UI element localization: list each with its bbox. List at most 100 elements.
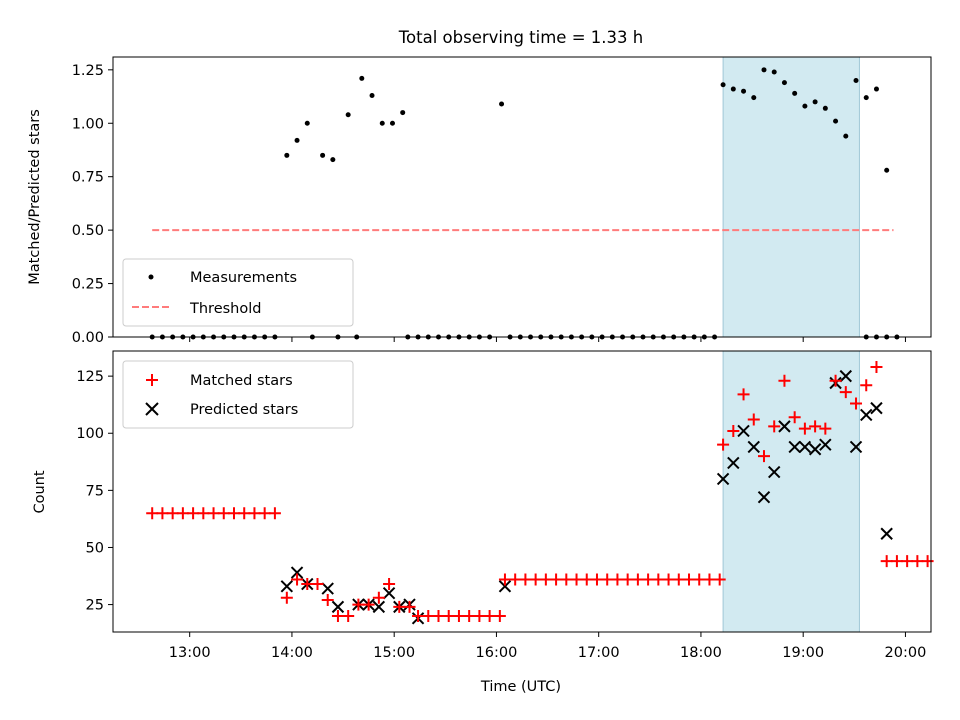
predicted-stars-point <box>778 420 791 433</box>
matched-stars-point <box>621 573 634 586</box>
legend-predicted-label: Predicted stars <box>190 402 298 418</box>
count-y-axis-label: Count <box>32 470 48 513</box>
matched-stars-point <box>901 555 914 568</box>
matched-stars-point <box>452 610 465 623</box>
measurement-point <box>812 99 818 105</box>
measurement-point <box>833 118 839 124</box>
measurement-point <box>802 103 808 109</box>
matched-stars-point <box>747 413 760 426</box>
matched-stars-point <box>321 594 334 607</box>
legend-matched-marker <box>146 374 158 386</box>
matched-stars-point <box>737 388 750 401</box>
matched-stars-point <box>890 555 903 568</box>
predicted-stars-point <box>321 582 334 595</box>
matched-stars-point <box>717 438 730 451</box>
predicted-stars-point <box>382 586 396 600</box>
measurement-point <box>741 88 747 94</box>
matched-stars-point <box>727 424 740 437</box>
x-tick-label: 17:00 <box>578 645 620 661</box>
matched-stars-point <box>798 422 811 435</box>
matched-stars-point <box>372 591 385 604</box>
ratio-y-axis-ticks: 0.00 0.25 0.50 0.75 1.00 1.25 <box>72 63 113 346</box>
predicted-stars-point <box>880 527 893 540</box>
matched-stars-point <box>850 397 863 410</box>
measurement-point <box>822 105 828 111</box>
matched-stars-point <box>432 610 445 623</box>
matched-stars-point <box>166 507 179 520</box>
measurement-point <box>771 69 777 75</box>
matched-stars-point <box>601 573 614 586</box>
predicted-stars-point <box>808 443 822 456</box>
matched-stars-point <box>590 573 603 586</box>
matched-stars-point <box>529 573 542 586</box>
matched-stars-point <box>839 386 852 399</box>
predicted-stars-point <box>737 424 750 438</box>
measurement-point <box>781 80 787 86</box>
matched-stars-point <box>519 573 532 586</box>
matched-stars-point <box>860 379 873 392</box>
predicted-stars-series <box>280 369 893 625</box>
matched-stars-point <box>611 573 624 586</box>
measurement-point <box>499 101 505 107</box>
predicted-stars-point <box>798 440 812 454</box>
measurement-point <box>761 67 767 73</box>
x-tick-label: 19:00 <box>782 645 824 661</box>
ratio-y-tick-label: 0.75 <box>72 170 104 186</box>
matched-stars-point <box>778 374 791 387</box>
matched-stars-point <box>217 507 230 520</box>
x-tick-label: 13:00 <box>169 645 211 661</box>
count-y-tick-label: 125 <box>76 369 104 385</box>
legend-measurements-label: Measurements <box>190 270 297 286</box>
matched-stars-point <box>768 420 781 433</box>
matched-stars-point <box>713 573 726 586</box>
matched-stars-point <box>509 573 522 586</box>
matched-stars-point <box>463 610 476 623</box>
measurement-point <box>730 86 736 92</box>
matched-stars-point <box>870 360 883 373</box>
ratio-y-tick-label: 0.50 <box>72 223 104 239</box>
predicted-stars-point <box>331 600 345 614</box>
ratio-legend: Measurements Threshold <box>122 258 354 327</box>
count-y-axis-ticks: 25 50 75 100 125 <box>76 369 113 614</box>
matched-stars-point <box>703 573 716 586</box>
matched-stars-point <box>176 507 189 520</box>
matched-stars-point <box>442 610 455 623</box>
matched-stars-point <box>539 573 552 586</box>
matched-stars-point <box>187 507 200 520</box>
matched-stars-point <box>819 422 832 435</box>
measurement-point <box>284 152 290 158</box>
matched-stars-point <box>393 600 406 613</box>
x-axis-label: Time (UTC) <box>480 679 561 695</box>
matched-stars-point <box>383 578 396 591</box>
ratio-legend-box <box>122 258 354 327</box>
matched-stars-point <box>672 573 685 586</box>
measurement-point <box>389 120 395 126</box>
matched-stars-point <box>331 610 344 623</box>
predicted-stars-point <box>839 369 852 383</box>
matched-stars-point <box>570 573 583 586</box>
ratio-y-tick-label: 1.00 <box>72 116 104 132</box>
matched-stars-point <box>197 507 210 520</box>
count-panel: 25 50 75 100 125 13:00 14:00 15:00 16:00 17:00 18… <box>32 350 934 695</box>
matched-stars-point <box>227 507 240 520</box>
matched-stars-point <box>683 573 696 586</box>
measurement-point <box>359 75 365 81</box>
legend-matched-label: Matched stars <box>190 373 293 389</box>
predicted-stars-point <box>727 456 740 470</box>
x-tick-label: 16:00 <box>476 645 518 661</box>
matched-stars-point <box>238 507 251 520</box>
matched-stars-point <box>146 507 159 520</box>
measurement-point <box>843 133 849 139</box>
matched-stars-point <box>483 610 496 623</box>
matched-stars-point <box>291 573 304 586</box>
predicted-stars-point <box>819 438 832 451</box>
matched-stars-point <box>342 610 355 623</box>
predicted-stars-point <box>498 580 512 593</box>
predicted-stars-point <box>860 408 873 422</box>
measurement-point <box>345 112 351 118</box>
matched-stars-point <box>362 598 375 611</box>
matched-stars-point <box>788 411 801 424</box>
count-y-tick-label: 50 <box>86 540 104 556</box>
matched-stars-point <box>693 573 706 586</box>
matched-stars-series <box>146 360 934 623</box>
